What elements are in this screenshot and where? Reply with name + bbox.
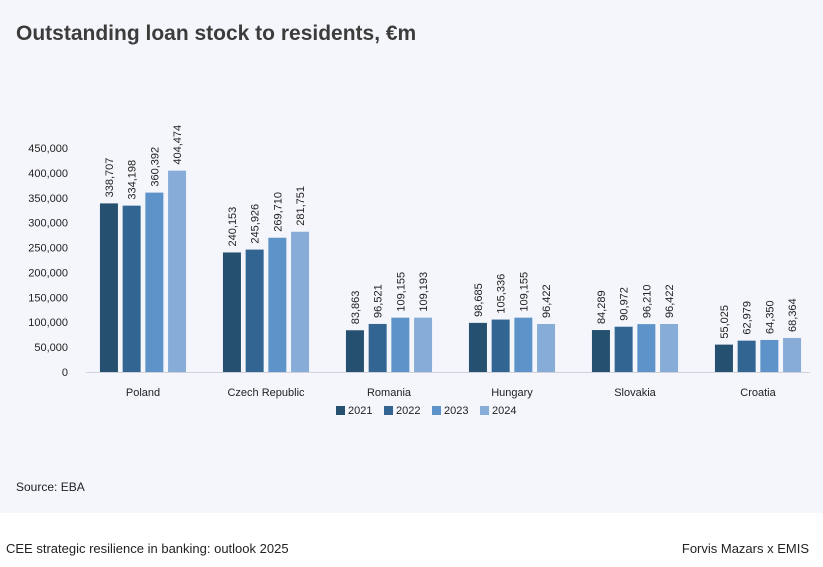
footer-publisher: Forvis Mazars x EMIS — [681, 541, 809, 556]
y-tick-label: 150,000 — [28, 292, 68, 304]
y-tick-label: 400,000 — [28, 168, 68, 180]
bar-2023 — [514, 317, 533, 372]
bar-2022 — [737, 340, 756, 372]
data-label: 360,392 — [149, 147, 161, 187]
x-tick-label: Poland — [126, 387, 160, 399]
data-label: 68,364 — [787, 298, 799, 332]
bar-chart: 0 50,000 100,000 150,000 200,000 250,000 300,0… — [28, 125, 810, 417]
bar-2021 — [714, 344, 733, 372]
data-label: 334,198 — [127, 160, 139, 200]
legend-swatch-2024 — [480, 406, 489, 415]
y-tick-label: 200,000 — [28, 267, 68, 279]
source-note: Source: EBA — [16, 480, 85, 494]
y-tick-label: 50,000 — [34, 342, 68, 354]
bar-2021 — [222, 252, 241, 372]
legend-swatch-2023 — [432, 406, 441, 415]
data-label: 404,474 — [172, 125, 184, 165]
data-label: 245,926 — [250, 204, 262, 244]
data-label: 240,153 — [227, 207, 239, 247]
data-label: 96,521 — [373, 284, 385, 318]
footer-report-title: CEE strategic resilience in banking: out… — [6, 541, 289, 556]
data-label: 83,863 — [350, 291, 362, 325]
data-label: 281,751 — [295, 186, 307, 226]
data-label: 96,422 — [541, 284, 553, 318]
bar-2024 — [660, 324, 679, 372]
y-tick-label: 450,000 — [28, 143, 68, 155]
data-label: 96,422 — [664, 284, 676, 318]
data-label: 84,289 — [596, 290, 608, 324]
x-tick-label: Hungary — [491, 387, 533, 399]
data-label: 64,350 — [764, 300, 776, 334]
y-tick-label: 0 — [62, 367, 68, 379]
y-tick-label: 100,000 — [28, 317, 68, 329]
bar-2024 — [783, 337, 802, 372]
bar-2023 — [637, 324, 656, 372]
data-label: 96,210 — [641, 284, 653, 318]
y-tick-label: 300,000 — [28, 218, 68, 230]
bar-2024 — [291, 231, 310, 372]
bar-2022 — [122, 205, 141, 372]
bar-2022 — [491, 319, 510, 372]
y-tick-label: 350,000 — [28, 193, 68, 205]
bar-2021 — [99, 203, 118, 372]
bar-2023 — [760, 339, 779, 372]
data-label: 55,025 — [719, 305, 731, 339]
data-label: 98,685 — [473, 283, 485, 317]
legend-label: 2022 — [396, 405, 420, 417]
legend-swatch-2021 — [336, 406, 345, 415]
y-tick-label: 250,000 — [28, 243, 68, 255]
bar-2024 — [414, 317, 433, 372]
data-label: 109,155 — [395, 272, 407, 312]
data-label: 338,707 — [104, 158, 116, 198]
bar-2021 — [468, 322, 487, 372]
bar-2023 — [145, 192, 164, 372]
data-label: 62,979 — [742, 301, 754, 335]
x-tick-label: Croatia — [740, 387, 776, 399]
chart-title: Outstanding loan stock to residents, €m — [16, 22, 417, 45]
data-label: 109,193 — [418, 272, 430, 312]
legend-label: 2021 — [348, 405, 372, 417]
bar-2023 — [391, 317, 410, 372]
data-label: 90,972 — [619, 287, 631, 321]
data-label: 109,155 — [518, 272, 530, 312]
legend-swatch-2022 — [384, 406, 393, 415]
bar-2022 — [614, 326, 633, 372]
bar-2024 — [168, 170, 187, 372]
bar-2023 — [268, 237, 287, 372]
legend-label: 2023 — [444, 405, 468, 417]
x-tick-label: Romania — [367, 387, 412, 399]
legend-label: 2024 — [492, 405, 516, 417]
bar-2022 — [368, 323, 387, 372]
bar-2021 — [345, 330, 364, 372]
bar-2021 — [591, 330, 610, 372]
bar-2022 — [245, 249, 264, 372]
data-label: 105,336 — [496, 274, 508, 314]
x-tick-label: Slovakia — [614, 387, 656, 399]
bar-2024 — [537, 324, 556, 372]
data-label: 269,710 — [272, 192, 284, 232]
x-tick-label: Czech Republic — [227, 387, 305, 399]
